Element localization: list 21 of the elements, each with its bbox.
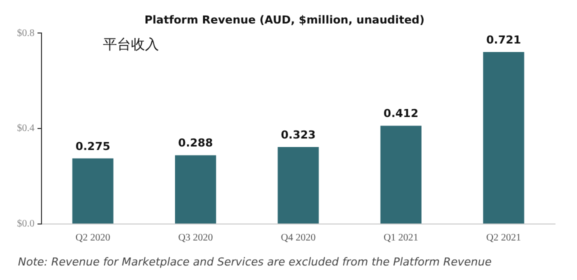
x-tick-label: Q2 2021 bbox=[486, 232, 522, 244]
text: Note: Revenue for Marketplace and Services are excluded from the Platform Revenue bbox=[18, 255, 492, 268]
data-label: 0.275 bbox=[75, 140, 110, 153]
bar bbox=[72, 158, 114, 224]
data-label: 0.323 bbox=[280, 128, 316, 142]
bar bbox=[175, 155, 216, 224]
chart-title: Platform Revenue (AUD, $million, unaudited) bbox=[144, 13, 425, 26]
data-label: 0.721 bbox=[486, 33, 522, 46]
y-tick-label: $0.0 bbox=[17, 218, 34, 230]
y-tick-label: $0.8 bbox=[17, 28, 34, 39]
bar bbox=[380, 126, 422, 224]
data-label: 0.288 bbox=[178, 136, 213, 150]
chart-subtitle: 平台收入 bbox=[103, 36, 160, 53]
x-tick-label: Q3 2020 bbox=[178, 232, 213, 244]
bar bbox=[278, 146, 319, 224]
x-tick-label: Q2 2020 bbox=[75, 232, 110, 244]
y-tick-label: $0.4 bbox=[17, 123, 34, 134]
bar bbox=[483, 52, 524, 224]
x-tick-label: Q1 2021 bbox=[384, 232, 418, 244]
data-label: 0.412 bbox=[384, 107, 418, 120]
x-tick-label: Q4 2020 bbox=[280, 232, 316, 244]
